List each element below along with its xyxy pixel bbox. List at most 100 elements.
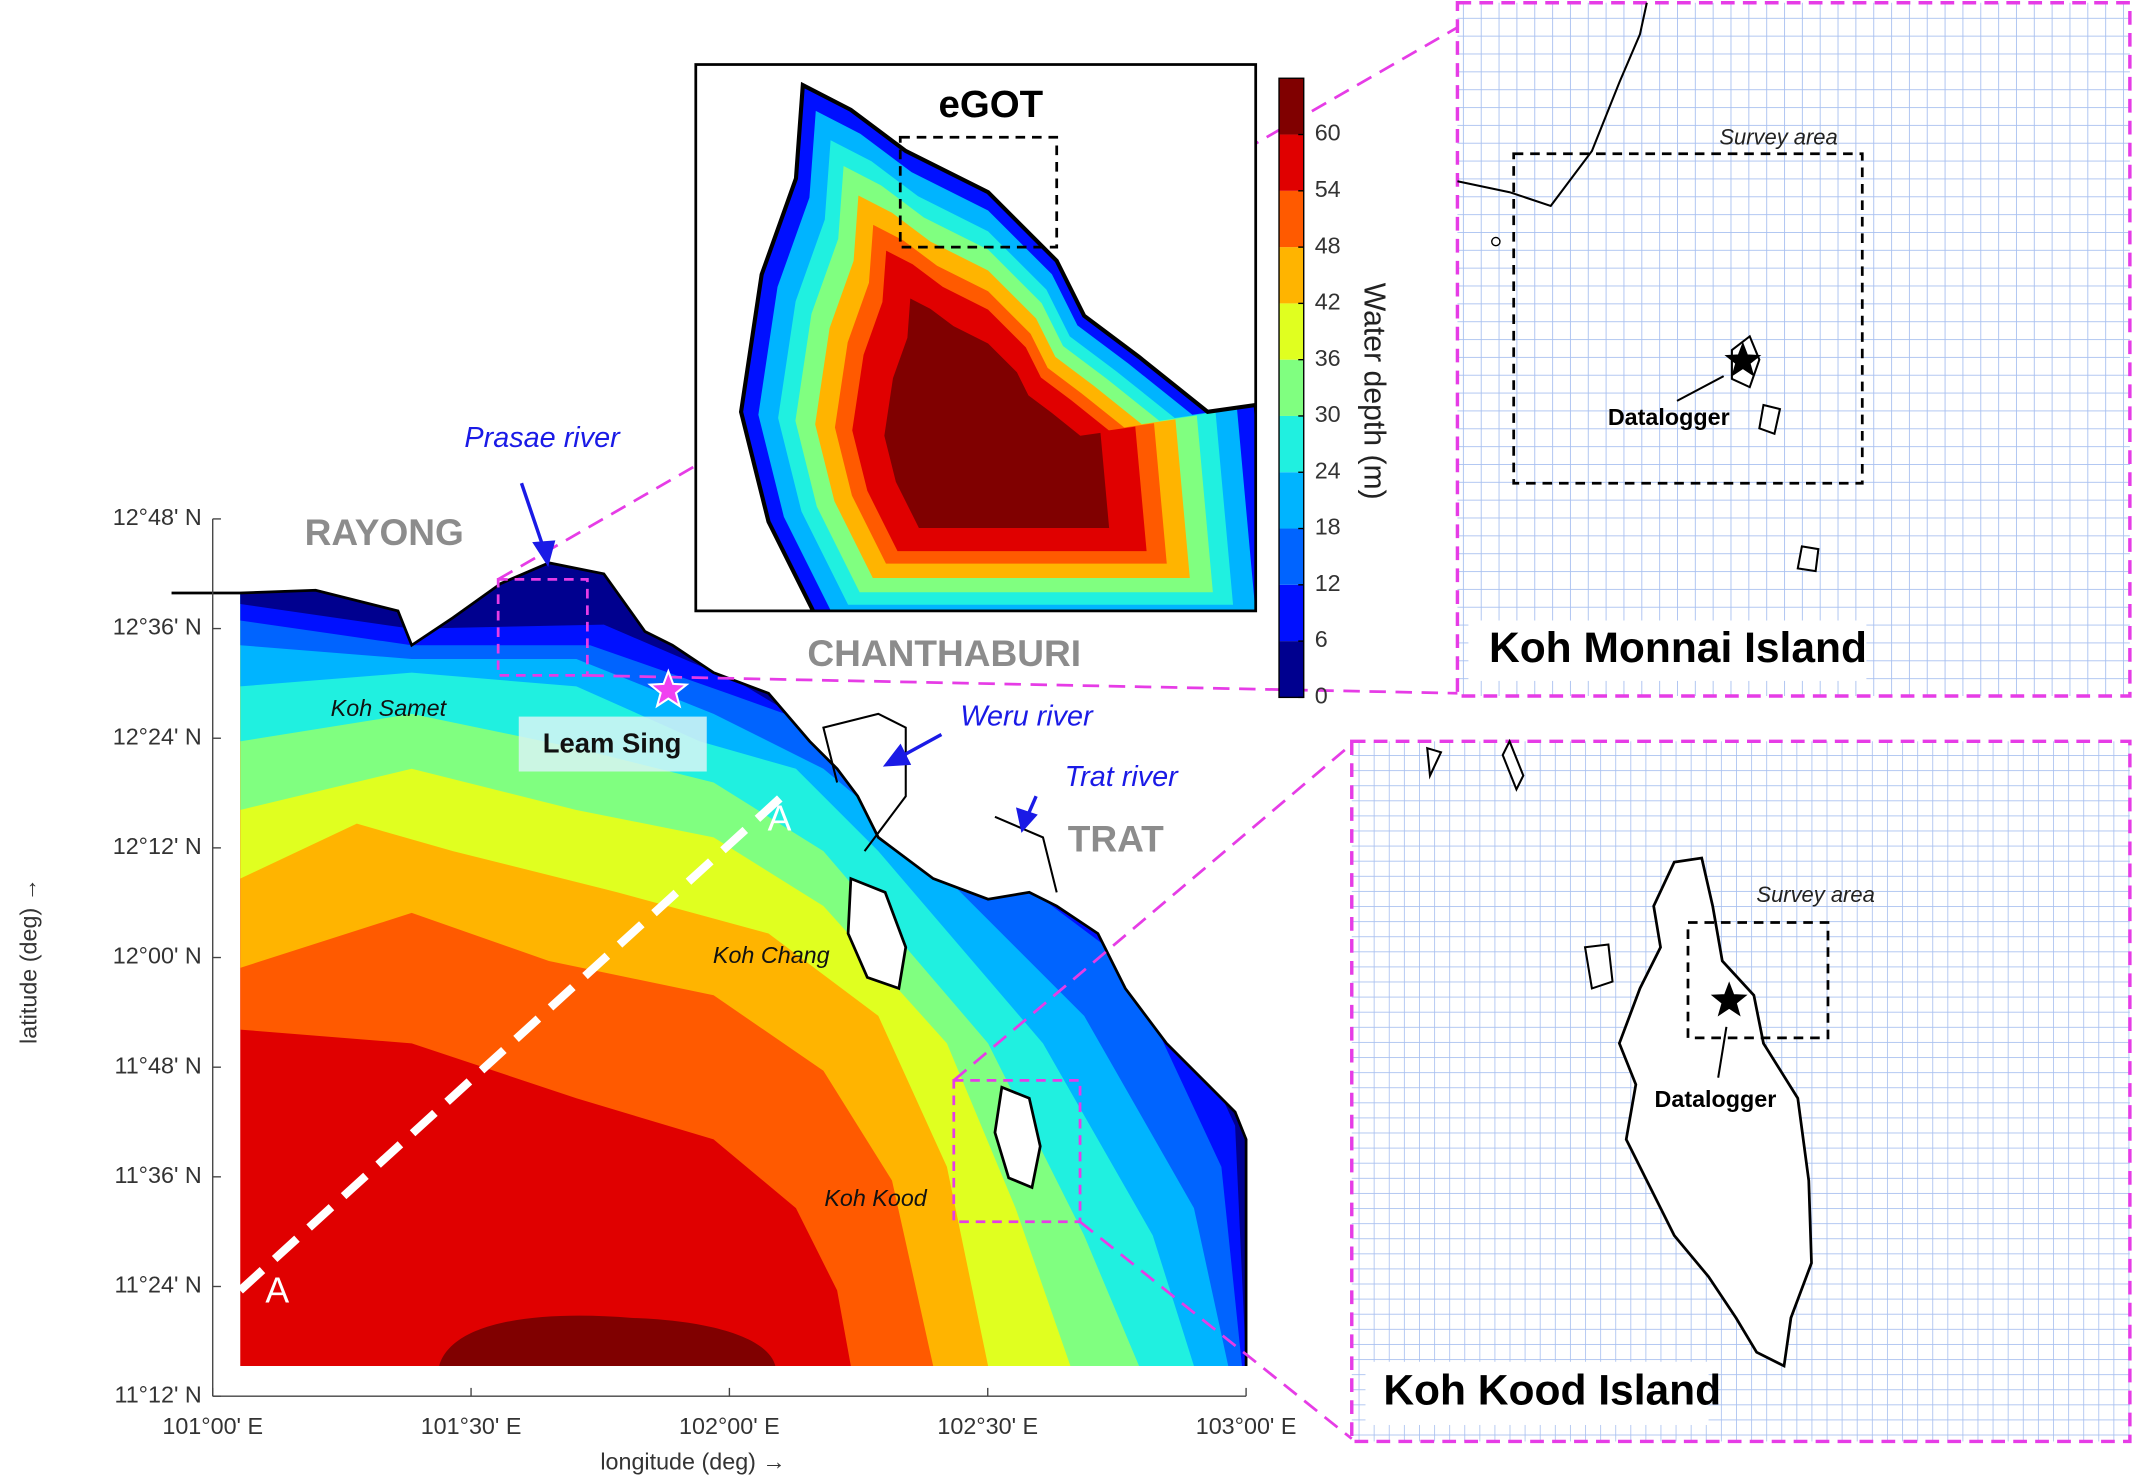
datalogger-label: Datalogger: [1608, 404, 1730, 430]
arrow: [898, 732, 943, 760]
arrowhead: [532, 540, 556, 568]
island: [993, 1085, 1042, 1190]
colorbar-tick-label: 6: [1315, 626, 1328, 652]
colorbar-tick-label: 18: [1315, 514, 1341, 540]
arrow: [1676, 375, 1725, 402]
river-label: Trat river: [1065, 761, 1179, 793]
star: [1724, 341, 1762, 377]
island-label: Koh Chang: [713, 942, 830, 968]
island: [1583, 943, 1614, 990]
colorbar-swatch: [1279, 134, 1304, 191]
star: [647, 668, 690, 709]
inset-title: eGOT: [939, 83, 1044, 126]
river-label: Prasae river: [464, 422, 621, 454]
y-axis-label: latitude (deg) →: [15, 878, 41, 1044]
x-tick-label: 102°30' E: [937, 1413, 1038, 1439]
colorbar-tick-label: 30: [1315, 401, 1341, 427]
star: [1710, 981, 1748, 1017]
title-bg: [1365, 1361, 1709, 1425]
inset-map: [695, 64, 1256, 611]
island: [846, 876, 908, 991]
inset-depth: [738, 81, 1256, 611]
depth-band: [439, 1315, 776, 1366]
colorbar-tick-label: 36: [1315, 345, 1341, 371]
arrow: [1717, 1026, 1728, 1078]
islet: [1491, 236, 1501, 247]
x-tick-label: 103°00' E: [1196, 1413, 1297, 1439]
transect-label: A: [265, 1271, 289, 1311]
arrow: [519, 482, 547, 553]
panel-title: Koh Kood Island: [1383, 1367, 1721, 1415]
transect: [237, 793, 786, 1294]
x-axis-label: longitude (deg) →: [600, 1449, 785, 1475]
survey-box: [1512, 152, 1864, 485]
colorbar-swatch: [1279, 415, 1304, 473]
colorbar-swatch: [1279, 247, 1304, 304]
colorbar-swatch: [1279, 78, 1304, 135]
inset-coast: [738, 81, 1256, 611]
colorbar-swatch: [1279, 303, 1304, 360]
survey-label: Survey area: [1719, 124, 1837, 149]
y-tick-label: 12°36' N: [113, 614, 202, 640]
panel-frame: [1455, 1, 2132, 698]
y-tick-label: 12°24' N: [113, 723, 202, 749]
inset-depth-band: [884, 298, 1110, 528]
province-label: CHANTHABURI: [807, 632, 1081, 674]
connector: [1079, 1220, 1353, 1440]
panel-frame: [1350, 739, 2132, 1444]
colorbar-tick-label: 54: [1315, 176, 1341, 202]
y-tick-label: 11°24' N: [114, 1272, 201, 1298]
river-label: Weru river: [960, 701, 1094, 733]
y-tick-label: 12°12' N: [113, 833, 202, 859]
colorbar-swatch: [1279, 190, 1304, 248]
colorbar-tick-label: 48: [1315, 232, 1341, 258]
arrowhead: [1015, 807, 1038, 833]
arrowhead: [882, 743, 912, 767]
island-label: Koh Samet: [331, 695, 448, 721]
y-tick-label: 12°48' N: [113, 504, 202, 530]
river-shore: [994, 815, 1058, 893]
datalogger-label: Datalogger: [1655, 1086, 1777, 1112]
colorbar-swatch: [1279, 584, 1304, 642]
island: [1758, 403, 1782, 436]
zoom-box: [952, 1079, 1082, 1224]
x-tick-label: 101°30' E: [421, 1413, 522, 1439]
y-tick-label: 11°36' N: [114, 1162, 201, 1188]
site-label-box: [518, 716, 707, 772]
river-arrows: [519, 482, 1038, 833]
axes: 101°00' E 101°30' E 102°00' E 102°30' E 103°…: [113, 504, 1297, 1439]
title-bg: [1468, 620, 1867, 681]
province-label: TRAT: [1068, 817, 1164, 859]
island: [1796, 545, 1820, 573]
connector: [952, 743, 1353, 1082]
survey-box: [1686, 921, 1830, 1040]
connector: [587, 674, 1458, 695]
y-tick-label: 11°48' N: [114, 1052, 201, 1078]
island: [1617, 856, 1813, 1369]
datalogger-marker: [1724, 341, 1762, 377]
colorbar-label: Water depth (m): [1357, 283, 1390, 500]
y-tick-label: 12°00' N: [113, 943, 202, 969]
colorbar-swatch: [1279, 472, 1304, 529]
site-label: Leam Sing: [543, 728, 682, 759]
colorbar-frame: [1278, 77, 1305, 699]
island: [1426, 738, 1525, 792]
colorbar-tick-label: 60: [1315, 120, 1341, 146]
inset-zoom-box: [898, 135, 1059, 249]
survey-label: Survey area: [1756, 882, 1874, 907]
colorbar-tick-label: 24: [1315, 457, 1341, 483]
zoom-box: [496, 577, 589, 677]
inset-frame: [694, 63, 1258, 613]
x-tick-label: 101°00' E: [162, 1413, 263, 1439]
coastline: [1457, 2, 1648, 208]
x-tick-label: 102°00' E: [679, 1413, 780, 1439]
coastline: [171, 561, 1248, 1366]
panel-title: Koh Monnai Island: [1489, 624, 1867, 672]
y-tick-label: 11°12' N: [114, 1381, 201, 1407]
colorbar-swatch: [1279, 528, 1304, 585]
colorbar: 0 6 12 18 24 30 36 42 48 54 60: [1278, 77, 1341, 709]
island-label: Koh Kood: [824, 1185, 927, 1211]
river-shore: [822, 712, 907, 852]
colorbar-tick-label: 42: [1315, 289, 1341, 315]
